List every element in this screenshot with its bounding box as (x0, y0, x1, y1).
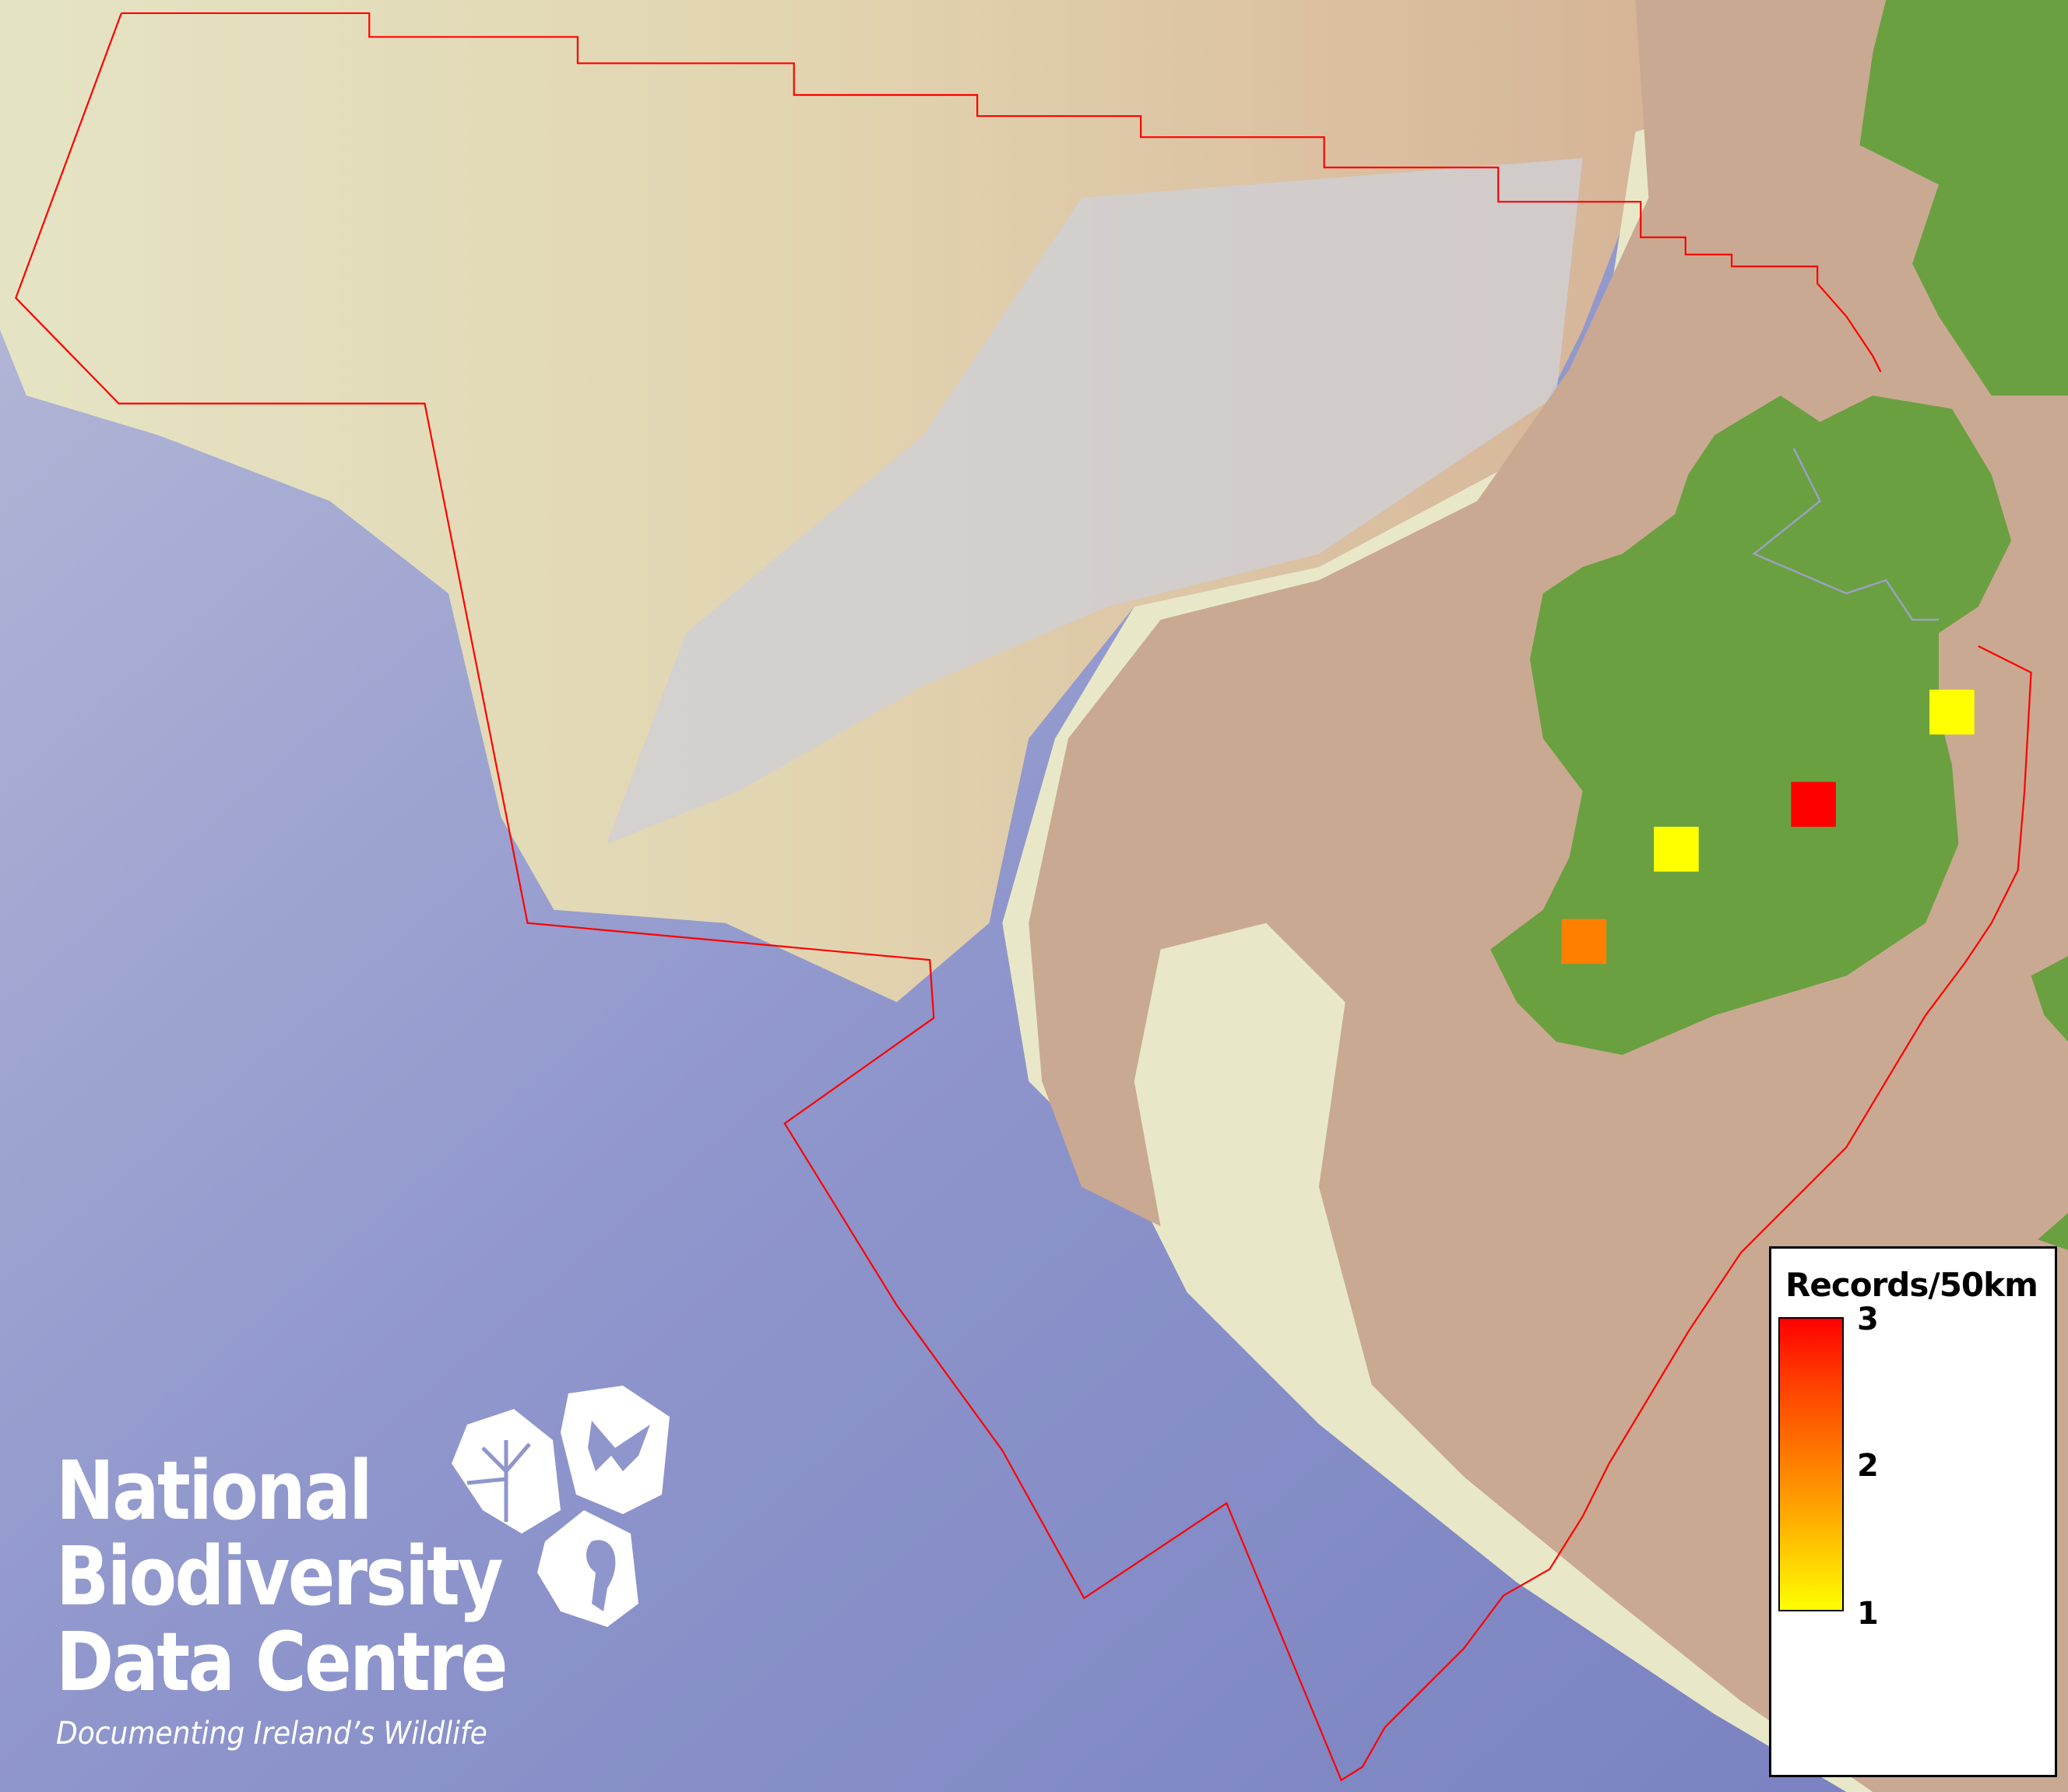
eez-boundary (121, 12, 1882, 373)
legend-tick-min: 1 (1857, 1596, 1879, 1632)
butterfly-icon (588, 1421, 650, 1471)
record-cell (1561, 919, 1607, 965)
legend-tick-max: 3 (1857, 1302, 1879, 1337)
logo-hexagons (452, 1386, 670, 1627)
legend: Records/50km 3 2 1 (1769, 1246, 2057, 1777)
eez-boundary-south (15, 12, 2032, 1782)
scotland-land (1859, 0, 2068, 396)
record-cell (1654, 827, 1699, 872)
ni-border (1752, 448, 1939, 621)
nbdc-logo: National Biodiversity Data Centre Docume… (56, 1448, 579, 1752)
porcupine-seabight (607, 158, 1583, 845)
record-cell (1929, 689, 1975, 735)
legend-title: Records/50km (1785, 1266, 2038, 1304)
tree-icon (466, 1440, 531, 1522)
legend-tick-mid: 2 (1857, 1448, 1879, 1484)
record-cells (1561, 689, 1975, 965)
seahorse-hexagon-icon (537, 1510, 638, 1627)
logo-line-2: Biodiversity (56, 1529, 504, 1624)
logo-tagline: Documenting Ireland’s Wildlife (56, 1716, 487, 1752)
seahorse-icon (586, 1540, 616, 1611)
logo-line-1: National (56, 1443, 373, 1538)
record-cell (1791, 782, 1836, 827)
wales-land (2031, 956, 2068, 1250)
legend-color-ramp (1778, 1317, 1844, 1611)
logo-line-3: Data Centre (56, 1615, 508, 1709)
ireland-land (1490, 395, 2012, 1056)
